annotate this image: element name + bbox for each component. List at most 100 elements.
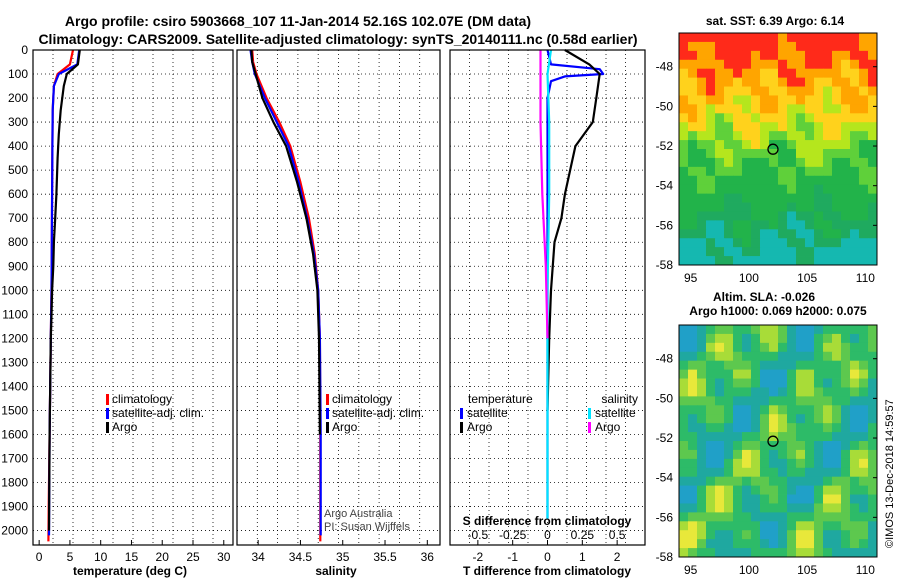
map-cell: [760, 68, 770, 79]
map-cell: [805, 333, 815, 344]
map-cell: [805, 247, 815, 257]
map-cell: [751, 441, 761, 451]
map-cell: [805, 512, 815, 522]
map-cell: [733, 530, 743, 540]
map-cell: [751, 387, 761, 397]
map-cell: [787, 360, 797, 371]
depth-tick-label: 600: [8, 187, 28, 201]
top-x-tick-label: 0.5: [609, 528, 626, 542]
map-cell: [751, 467, 761, 478]
depth-tick-label: 100: [8, 67, 28, 81]
map-cell: [715, 432, 725, 442]
map-cell: [850, 467, 860, 478]
map-cell: [805, 485, 815, 495]
map-cell: [850, 211, 860, 221]
map-cell: [769, 220, 779, 230]
x-tick-label: 20: [156, 550, 170, 564]
map-cell: [697, 229, 707, 239]
map-cell: [823, 405, 833, 415]
map-y-tick-label: -58: [656, 258, 674, 272]
map-cell: [706, 247, 716, 257]
map-cell: [823, 503, 833, 513]
map-cell: [868, 342, 878, 353]
map-cell: [706, 41, 716, 52]
sla-map-title-1: Altim. SLA: -0.026: [713, 290, 815, 304]
sal-legend-label: Argo: [332, 420, 358, 434]
map-cell: [832, 184, 842, 195]
sla-map-panel: Altim. SLA: -0.026 Argo h1000: 0.069 h20…: [656, 290, 878, 577]
top-x-tick-label: -0.25: [499, 528, 527, 542]
map-cell: [760, 387, 770, 397]
salinity-axes-frame: [236, 49, 441, 546]
map-cell: [832, 360, 842, 371]
map-cell: [733, 193, 743, 203]
map-cell: [859, 140, 869, 150]
map-cell: [742, 360, 752, 371]
map-cell: [715, 157, 725, 168]
map-cell: [859, 387, 869, 397]
map-cell: [796, 104, 806, 114]
map-cell: [715, 220, 725, 230]
map-cell: [841, 59, 851, 70]
map-cell: [742, 503, 752, 513]
map-cell: [760, 548, 770, 558]
map-cell: [850, 458, 860, 469]
map-cell: [679, 441, 689, 451]
map-cell: [706, 77, 716, 87]
map-cell: [823, 548, 833, 558]
map-cell: [823, 351, 833, 362]
map-cell: [814, 238, 824, 248]
map-cell: [697, 449, 707, 460]
map-cell: [715, 476, 725, 487]
map-cell: [787, 247, 797, 257]
map-cell: [733, 503, 743, 513]
depth-tick-label: 200: [8, 91, 28, 105]
map-cell: [742, 175, 752, 186]
map-cell: [751, 86, 761, 96]
map-cell: [715, 342, 725, 353]
map-cell: [751, 149, 761, 159]
map-cell: [715, 211, 725, 221]
map-cell: [751, 59, 761, 70]
map-cell: [679, 157, 689, 168]
map-cell: [841, 166, 851, 177]
map-cell: [724, 211, 734, 221]
map-cell: [697, 512, 707, 522]
map-cell: [868, 521, 878, 531]
map-y-tick-label: -58: [656, 550, 674, 564]
map-cell: [796, 449, 806, 460]
map-cell: [769, 175, 779, 186]
map-cell: [778, 458, 788, 469]
x-tick-label: 35: [336, 550, 350, 564]
map-cell: [859, 441, 869, 451]
temp-legend-label: Argo: [112, 420, 138, 434]
map-cell: [868, 396, 878, 406]
map-cell: [868, 449, 878, 460]
map-cell: [841, 512, 851, 522]
map-cell: [787, 77, 797, 87]
map-cell: [769, 166, 779, 177]
map-cell: [688, 59, 698, 70]
map-cell: [814, 494, 824, 504]
map-cell: [823, 530, 833, 540]
map-cell: [787, 333, 797, 344]
map-cell: [697, 494, 707, 504]
map-cell: [706, 50, 716, 61]
map-cell: [697, 122, 707, 132]
map-cell: [787, 175, 797, 186]
map-cell: [805, 95, 815, 105]
map-cell: [841, 333, 851, 344]
map-cell: [778, 467, 788, 478]
map-cell: [742, 369, 752, 379]
map-cell: [733, 202, 743, 212]
map-cell: [850, 149, 860, 159]
map-cell: [796, 211, 806, 221]
map-cell: [805, 503, 815, 513]
map-cell: [769, 184, 779, 195]
depth-tick-label: 1900: [1, 500, 28, 514]
map-cell: [715, 414, 725, 424]
top-x-tick-label: -0.5: [468, 528, 489, 542]
map-cell: [706, 166, 716, 177]
map-cell: [715, 166, 725, 177]
